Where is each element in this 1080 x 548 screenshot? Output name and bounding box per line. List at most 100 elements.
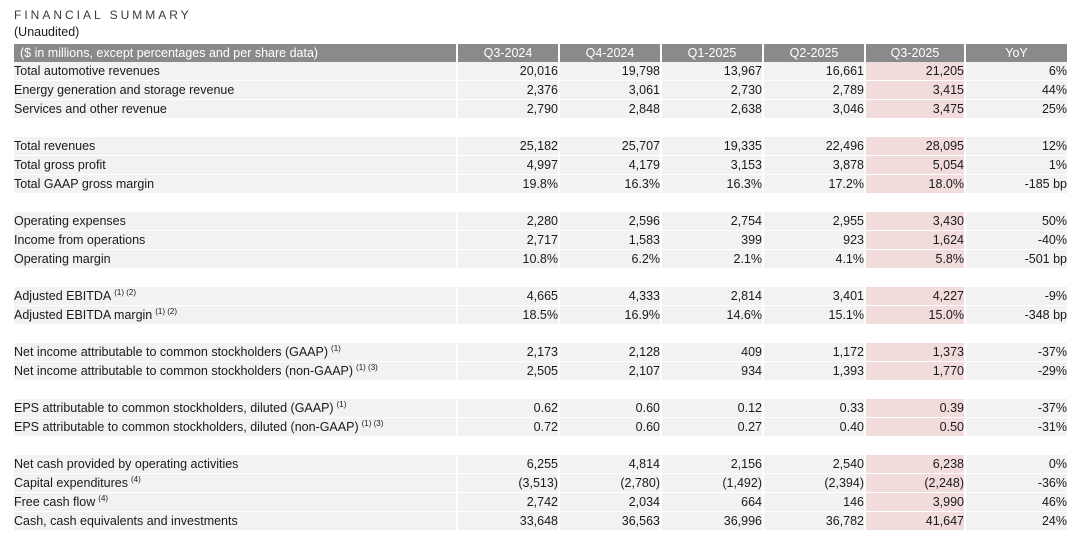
footnote-superscript: (1) (2) bbox=[155, 307, 178, 317]
row-label: Services and other revenue bbox=[14, 99, 458, 119]
table-row: Cash, cash equivalents and investments 3… bbox=[14, 511, 1067, 531]
value-cell: 4,179 bbox=[559, 155, 662, 175]
value-cell: 36,563 bbox=[559, 511, 662, 531]
yoy-value-cell: -37% bbox=[965, 399, 1067, 418]
row-label-text: Net cash provided by operating activitie… bbox=[14, 457, 239, 471]
value-cell: 923 bbox=[763, 230, 866, 250]
value-cell: 0.27 bbox=[661, 417, 764, 437]
value-cell: 3,153 bbox=[661, 155, 764, 175]
table-row: Income from operations 2,717 1,583 399 9… bbox=[14, 230, 1067, 250]
row-label-text: Operating expenses bbox=[14, 214, 126, 228]
spacer-cell bbox=[14, 324, 1067, 343]
value-cell-highlight: 0.39 bbox=[865, 399, 966, 418]
row-label-text: Total automotive revenues bbox=[14, 64, 160, 78]
value-cell: 2,107 bbox=[559, 361, 662, 381]
value-cell: 934 bbox=[661, 361, 764, 381]
value-cell-highlight: 1,624 bbox=[865, 230, 966, 250]
value-cell-highlight: 3,415 bbox=[865, 80, 966, 100]
value-cell: 2,173 bbox=[457, 343, 560, 362]
footnote-superscript: (1) (2) bbox=[114, 288, 137, 298]
value-cell: 36,996 bbox=[661, 511, 764, 531]
yoy-value-cell: 24% bbox=[965, 511, 1067, 531]
row-label-text: Services and other revenue bbox=[14, 102, 167, 116]
spacer-cell bbox=[14, 193, 1067, 212]
yoy-value-cell: -37% bbox=[965, 343, 1067, 362]
table-row: Energy generation and storage revenue 2,… bbox=[14, 80, 1067, 100]
table-row: Adjusted EBITDA (1) (2) 4,665 4,333 2,814… bbox=[14, 287, 1067, 306]
row-label: EPS attributable to common stockholders,… bbox=[14, 399, 458, 418]
spacer-row bbox=[14, 380, 1067, 399]
value-cell: 2,128 bbox=[559, 343, 662, 362]
spacer-cell bbox=[14, 436, 1067, 455]
value-cell: 4,814 bbox=[559, 455, 662, 474]
value-cell: 6.2% bbox=[559, 249, 662, 269]
value-cell: 4,665 bbox=[457, 287, 560, 306]
value-cell: 19,335 bbox=[661, 137, 764, 156]
value-cell: 146 bbox=[763, 492, 866, 512]
value-cell: 36,782 bbox=[763, 511, 866, 531]
table-row: Total revenues 25,182 25,707 19,335 22,4… bbox=[14, 137, 1067, 156]
value-cell: 1,583 bbox=[559, 230, 662, 250]
value-cell: 2,955 bbox=[763, 212, 866, 231]
row-label: Energy generation and storage revenue bbox=[14, 80, 458, 100]
row-label-text: Net income attributable to common stockh… bbox=[14, 345, 329, 360]
value-cell: 409 bbox=[661, 343, 764, 362]
row-label-text: Free cash flow bbox=[14, 495, 96, 510]
value-cell: 0.40 bbox=[763, 417, 866, 437]
value-cell: 22,496 bbox=[763, 137, 866, 156]
value-cell-highlight: 4,227 bbox=[865, 287, 966, 306]
value-cell: 1,393 bbox=[763, 361, 866, 381]
value-cell: 16.3% bbox=[559, 174, 662, 194]
table-row: Services and other revenue 2,790 2,848 2… bbox=[14, 99, 1067, 119]
value-cell-highlight: 18.0% bbox=[865, 174, 966, 194]
value-cell: 4.1% bbox=[763, 249, 866, 269]
value-cell-highlight: 41,647 bbox=[865, 511, 966, 531]
value-cell-highlight: 5,054 bbox=[865, 155, 966, 175]
value-cell-highlight: 3,430 bbox=[865, 212, 966, 231]
value-cell-highlight: 21,205 bbox=[865, 62, 966, 81]
yoy-value-cell: 25% bbox=[965, 99, 1067, 119]
row-label-text: Adjusted EBITDA margin bbox=[14, 308, 153, 323]
footnote-superscript: (1) bbox=[331, 344, 341, 354]
column-header-yoy: YoY bbox=[965, 44, 1067, 62]
row-label: Total GAAP gross margin bbox=[14, 174, 458, 194]
value-cell-highlight: 1,770 bbox=[865, 361, 966, 381]
value-cell: 19,798 bbox=[559, 62, 662, 81]
value-cell: 3,878 bbox=[763, 155, 866, 175]
value-cell: 6,255 bbox=[457, 455, 560, 474]
yoy-value-cell: 1% bbox=[965, 155, 1067, 175]
value-cell: (2,780) bbox=[559, 473, 662, 493]
value-cell: 0.60 bbox=[559, 417, 662, 437]
spacer-row bbox=[14, 193, 1067, 212]
table-row: Operating margin 10.8% 6.2% 2.1% 4.1% 5.… bbox=[14, 249, 1067, 269]
value-cell: 2,848 bbox=[559, 99, 662, 119]
value-cell: 2,540 bbox=[763, 455, 866, 474]
value-cell: 10.8% bbox=[457, 249, 560, 269]
value-cell: 2,789 bbox=[763, 80, 866, 100]
value-cell: 33,648 bbox=[457, 511, 560, 531]
value-cell: 1,172 bbox=[763, 343, 866, 362]
column-header-q3-2025: Q3-2025 bbox=[865, 44, 966, 62]
value-cell: 25,182 bbox=[457, 137, 560, 156]
table-row: Capital expenditures (4) (3,513) (2,780) … bbox=[14, 473, 1067, 493]
table-row: Total automotive revenues 20,016 19,798 … bbox=[14, 62, 1067, 81]
row-label-text: Adjusted EBITDA bbox=[14, 289, 112, 304]
value-cell-highlight: (2,248) bbox=[865, 473, 966, 493]
row-label-text: Cash, cash equivalents and investments bbox=[14, 514, 238, 528]
row-label-text: Net income attributable to common stockh… bbox=[14, 364, 354, 379]
footnote-superscript: (4) bbox=[98, 494, 109, 504]
row-label: Operating margin bbox=[14, 249, 458, 269]
row-label: Adjusted EBITDA margin (1) (2) bbox=[14, 305, 458, 325]
footnote-superscript: (1) (3) bbox=[356, 363, 378, 373]
value-cell: 2,034 bbox=[559, 492, 662, 512]
spacer-row bbox=[14, 436, 1067, 455]
value-cell-highlight: 28,095 bbox=[865, 137, 966, 156]
page: FINANCIAL SUMMARY (Unaudited) ($ in mill… bbox=[14, 8, 1067, 531]
value-cell: 19.8% bbox=[457, 174, 560, 194]
value-cell: 16,661 bbox=[763, 62, 866, 81]
row-label: Total automotive revenues bbox=[14, 62, 458, 81]
yoy-value-cell: 12% bbox=[965, 137, 1067, 156]
value-cell: 17.2% bbox=[763, 174, 866, 194]
row-label-text: Total GAAP gross margin bbox=[14, 177, 155, 191]
row-label: Free cash flow (4) bbox=[14, 492, 458, 512]
